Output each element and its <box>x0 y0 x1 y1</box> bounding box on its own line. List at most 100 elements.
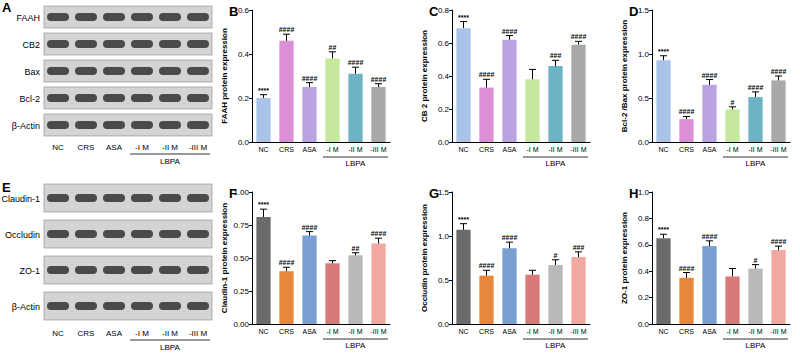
svg-text:C: C <box>429 4 439 19</box>
svg-text:Bcl-2 /Bax protein expression: Bcl-2 /Bax protein expression <box>620 20 629 133</box>
svg-text:####: #### <box>479 71 495 78</box>
svg-text:β-Actin: β-Actin <box>12 121 40 131</box>
svg-text:####: #### <box>371 76 387 83</box>
svg-text:NC: NC <box>658 146 668 153</box>
svg-text:0.0: 0.0 <box>438 138 450 147</box>
svg-text:H: H <box>629 186 638 201</box>
svg-text:ASA: ASA <box>702 328 716 335</box>
svg-text:####: #### <box>279 26 295 33</box>
svg-text:CRS: CRS <box>679 146 694 153</box>
svg-text:ASA: ASA <box>302 146 316 153</box>
svg-text:G: G <box>429 186 439 201</box>
svg-text:ZO-1 protein expression: ZO-1 protein expression <box>620 212 629 304</box>
svg-text:LBPA: LBPA <box>546 159 567 168</box>
svg-text:0.50: 0.50 <box>233 254 249 263</box>
svg-text:####: #### <box>302 224 318 231</box>
svg-text:NC: NC <box>458 146 468 153</box>
svg-text:CB2: CB2 <box>22 40 40 50</box>
svg-text:0.2: 0.2 <box>638 293 650 302</box>
svg-text:LBPA: LBPA <box>346 341 367 350</box>
svg-text:0.6: 0.6 <box>638 240 650 249</box>
svg-text:0.75: 0.75 <box>233 221 249 230</box>
svg-text:-I M: -I M <box>135 143 149 152</box>
svg-text:#: # <box>731 99 735 106</box>
svg-text:ASA: ASA <box>702 146 716 153</box>
svg-text:-III M: -III M <box>371 146 387 153</box>
svg-text:-II M: -II M <box>349 328 363 335</box>
svg-text:Claudin-1: Claudin-1 <box>1 194 40 204</box>
svg-text:-III M: -III M <box>571 146 587 153</box>
svg-text:-I M: -I M <box>326 328 338 335</box>
svg-text:####: #### <box>679 265 695 272</box>
svg-text:####: #### <box>502 234 518 241</box>
svg-text:****: **** <box>658 48 669 55</box>
svg-text:ASA: ASA <box>302 328 316 335</box>
svg-text:-I M: -I M <box>326 146 338 153</box>
svg-text:ASA: ASA <box>106 143 123 152</box>
svg-text:1.5: 1.5 <box>438 188 450 197</box>
svg-text:####: #### <box>702 72 718 79</box>
svg-text:####: #### <box>771 238 787 245</box>
svg-text:0.25: 0.25 <box>233 287 249 296</box>
svg-text:##: ## <box>352 245 360 252</box>
svg-text:#: # <box>554 252 558 259</box>
svg-text:FAAH: FAAH <box>16 13 40 23</box>
svg-text:####: #### <box>702 233 718 240</box>
svg-text:0.6: 0.6 <box>238 6 250 15</box>
svg-text:-II M: -II M <box>749 328 763 335</box>
svg-text:-III M: -III M <box>371 328 387 335</box>
svg-text:****: **** <box>458 216 469 223</box>
svg-text:NC: NC <box>258 146 268 153</box>
svg-text:CRS: CRS <box>279 146 294 153</box>
svg-text:FAAH protein expression: FAAH protein expression <box>220 28 229 124</box>
svg-text:Occludin: Occludin <box>5 230 40 240</box>
svg-text:0.8: 0.8 <box>638 214 650 223</box>
svg-text:0.4: 0.4 <box>638 267 650 276</box>
svg-text:NC: NC <box>658 328 668 335</box>
svg-text:-I M: -I M <box>526 146 538 153</box>
svg-text:1.5: 1.5 <box>638 6 650 15</box>
svg-text:1.0: 1.0 <box>438 232 450 241</box>
svg-text:Occludin protein expression: Occludin protein expression <box>420 204 429 312</box>
svg-text:LBPA: LBPA <box>746 341 767 350</box>
svg-text:0.4: 0.4 <box>238 50 250 59</box>
svg-text:****: **** <box>658 226 669 233</box>
svg-text:####: #### <box>479 262 495 269</box>
svg-text:1.0: 1.0 <box>638 188 650 197</box>
svg-text:LBPA: LBPA <box>160 343 181 352</box>
svg-text:-II M: -II M <box>162 329 178 338</box>
svg-text:0.0: 0.0 <box>638 138 650 147</box>
svg-text:0.0: 0.0 <box>438 320 450 329</box>
svg-text:D: D <box>629 4 638 19</box>
svg-text:NC: NC <box>52 143 64 152</box>
svg-text:ASA: ASA <box>106 329 123 338</box>
svg-text:#: # <box>754 257 758 264</box>
svg-text:LBPA: LBPA <box>546 341 567 350</box>
svg-text:0.2: 0.2 <box>438 105 450 114</box>
svg-text:-I M: -I M <box>135 329 149 338</box>
svg-text:###: ### <box>573 244 585 251</box>
svg-text:LBPA: LBPA <box>346 159 367 168</box>
svg-text:-III M: -III M <box>771 146 787 153</box>
svg-text:β-Actin: β-Actin <box>12 302 40 312</box>
svg-text:####: #### <box>571 33 587 40</box>
svg-text:NC: NC <box>458 328 468 335</box>
svg-text:####: #### <box>371 230 387 237</box>
svg-text:-II M: -II M <box>549 328 563 335</box>
svg-text:LBPA: LBPA <box>160 157 181 166</box>
svg-text:-I M: -I M <box>726 146 738 153</box>
svg-text:####: #### <box>679 108 695 115</box>
svg-text:CB 2 protein expression: CB 2 protein expression <box>420 30 429 122</box>
svg-text:****: **** <box>258 201 269 208</box>
svg-text:CRS: CRS <box>78 329 95 338</box>
svg-text:0.8: 0.8 <box>438 6 450 15</box>
svg-text:CRS: CRS <box>679 328 694 335</box>
svg-text:-II M: -II M <box>749 146 763 153</box>
svg-text:A: A <box>2 0 12 15</box>
svg-text:###: ### <box>550 52 562 59</box>
svg-text:-II M: -II M <box>162 143 178 152</box>
svg-text:####: #### <box>279 259 295 266</box>
svg-text:0.4: 0.4 <box>438 72 450 81</box>
svg-text:0.5: 0.5 <box>638 94 650 103</box>
svg-text:-III M: -III M <box>571 328 587 335</box>
